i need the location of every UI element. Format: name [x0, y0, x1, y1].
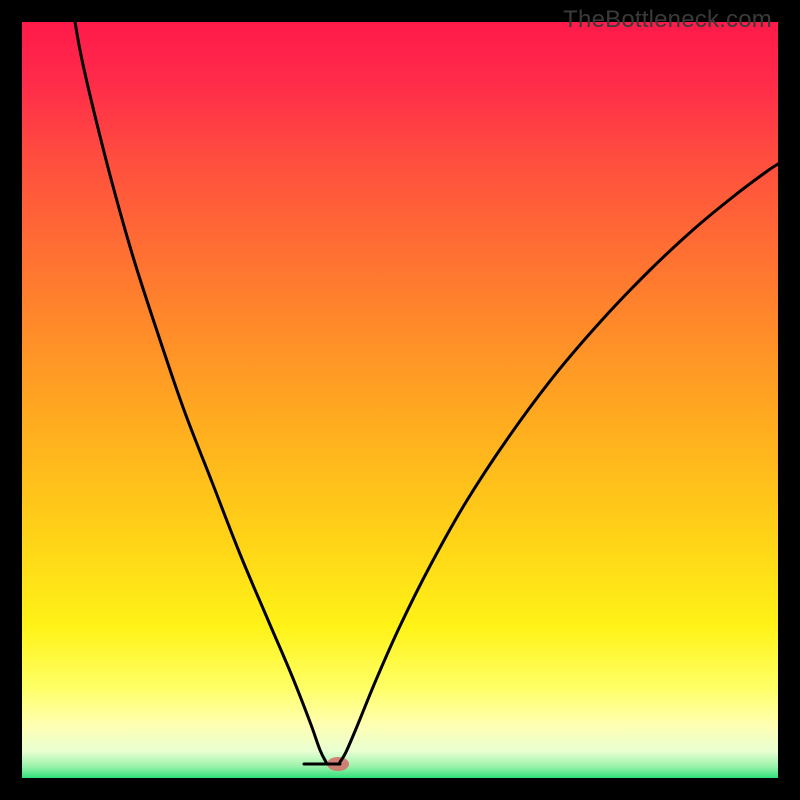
curve-left-branch — [75, 22, 326, 762]
chart-svg — [22, 22, 778, 778]
watermark-text: TheBottleneck.com — [563, 6, 772, 34]
chart-plot-area — [22, 22, 778, 778]
chart-frame: TheBottleneck.com — [0, 0, 800, 800]
curve-right-branch — [340, 164, 778, 762]
